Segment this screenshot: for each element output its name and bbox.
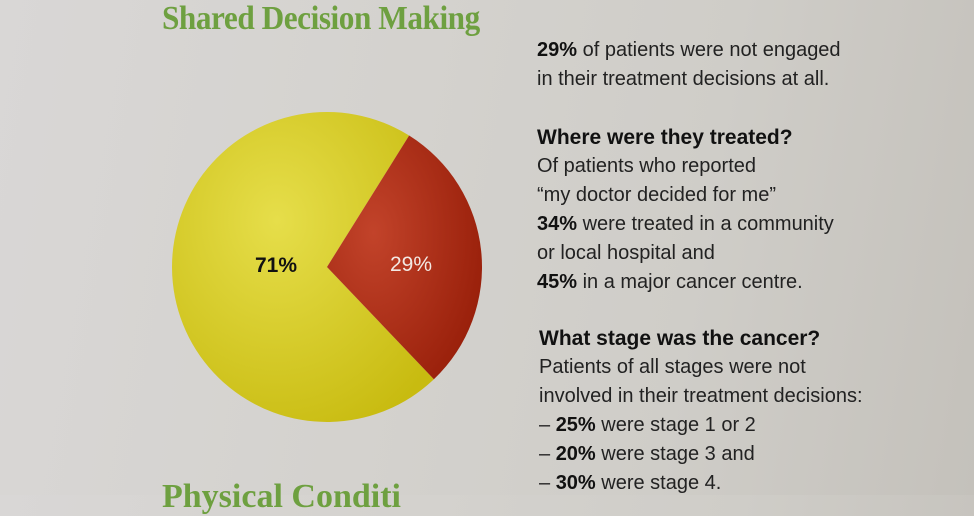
where-heading: Where were they treated? <box>537 126 793 149</box>
pie-slice-29 <box>327 135 482 380</box>
slice-label-71: 71% <box>255 254 297 277</box>
slice-label-29: 29% <box>390 253 432 276</box>
stage-section: What stage was the cancer? Patients of a… <box>539 324 863 498</box>
where-treated-section: Where were they treated? Of patients who… <box>537 123 834 297</box>
stage-item: – 20% were stage 3 and <box>539 443 755 465</box>
stage-heading: What stage was the cancer? <box>539 327 821 350</box>
page-title: Shared Decision Making <box>162 0 480 37</box>
stage-item: – 25% were stage 1 or 2 <box>539 414 756 436</box>
pie-chart: 71% 29% <box>172 112 482 423</box>
stage-item: – 30% were stage 4. <box>539 472 722 494</box>
pie-slice-71 <box>172 112 434 423</box>
intro-text: 29% of patients were not engaged in thei… <box>537 39 841 90</box>
